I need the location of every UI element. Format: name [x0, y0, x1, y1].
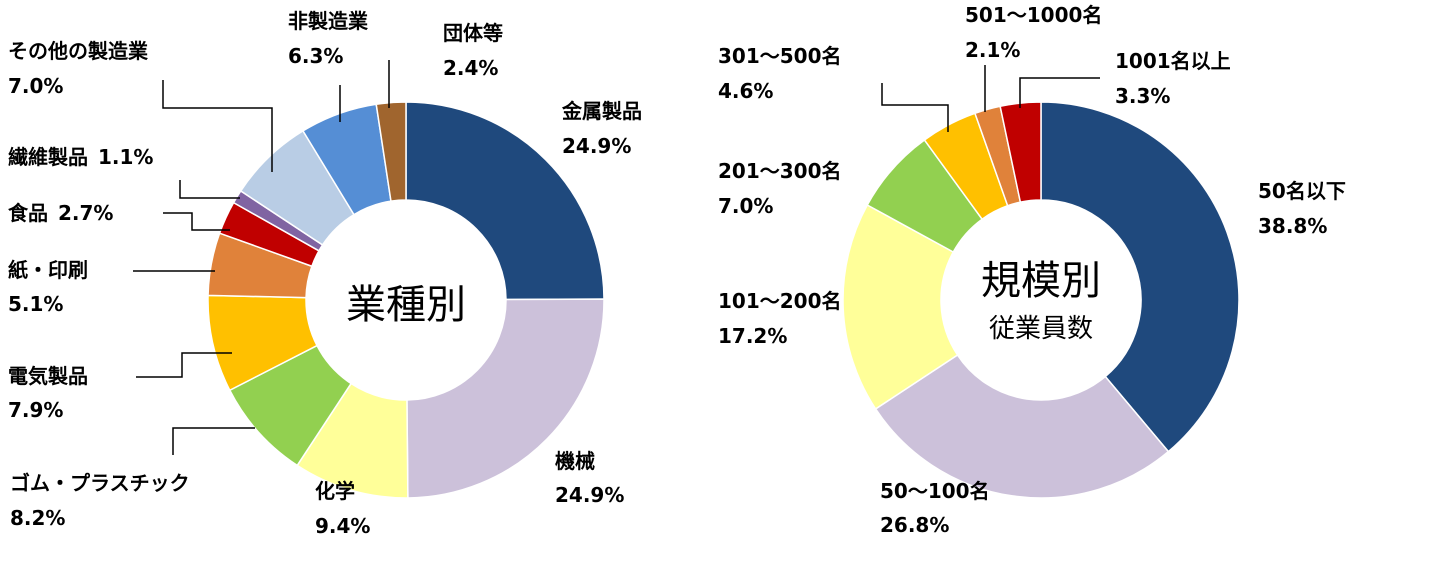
label-electrical-name: 電気製品 [8, 364, 88, 388]
leader-food [163, 212, 230, 231]
leader-1001-plus [1019, 77, 1100, 108]
label-non-manufacturing-name: 非製造業 [288, 9, 369, 33]
leader-rubber-plastic [172, 427, 255, 455]
label-other-manufacturing-value: 7.0% [8, 74, 63, 98]
size-slice-1 [874, 353, 1170, 499]
label-food-name: 食品 [8, 201, 48, 225]
label-501-1000-value: 2.1% [965, 38, 1020, 62]
size-chart-title: 規模別 [981, 258, 1101, 304]
size-slice-6 [999, 101, 1042, 204]
leader-textiles [179, 180, 240, 199]
size-slices [842, 101, 1240, 499]
label-201-300-value: 7.0% [718, 194, 773, 218]
size-slice-2 [842, 203, 959, 410]
label-other-manufacturing-name: その他の製造業 [8, 39, 149, 63]
leader-electrical [136, 352, 232, 378]
label-50-or-less-value: 38.8% [1258, 214, 1327, 238]
industry-slice-1 [406, 298, 605, 499]
label-rubber-plastic-name: ゴム・プラスチック [10, 471, 190, 495]
label-50-100-name: 50～100名 [880, 479, 990, 503]
label-electrical-value: 7.9% [8, 398, 63, 422]
size-slice-0 [1040, 101, 1240, 453]
industry-slice-0 [405, 101, 605, 301]
label-non-manufacturing-value: 6.3% [288, 44, 343, 68]
label-1001-plus-name: 1001名以上 [1115, 49, 1231, 73]
label-chemical-name: 化学 [315, 479, 355, 503]
label-paper-printing-name: 紙・印刷 [8, 258, 88, 282]
industry-slice-10 [375, 101, 407, 202]
label-metal-products-value: 24.9% [562, 134, 631, 158]
label-food-combined: 食品 2.7% [8, 201, 113, 225]
label-501-1000-name: 501～1000名 [965, 3, 1102, 27]
label-metal-products-name: 金属製品 [561, 99, 642, 123]
label-organizations-name: 団体等 [443, 21, 503, 45]
label-paper-printing-value: 5.1% [8, 292, 63, 316]
label-machinery-name: 機械 [555, 449, 595, 473]
label-organizations-value: 2.4% [443, 56, 498, 80]
label-textiles-name: 繊維製品 [7, 145, 88, 169]
label-textiles-combined: 繊維製品 1.1% [7, 145, 153, 169]
label-201-300-name: 201～300名 [718, 159, 842, 183]
label-50-or-less-name: 50名以下 [1258, 179, 1346, 203]
leader-other-manufacturing [162, 80, 273, 172]
size-chart-subtitle: 従業員数 [989, 314, 1093, 344]
label-chemical-value: 9.4% [315, 514, 370, 538]
label-rubber-plastic-value: 8.2% [10, 506, 65, 530]
industry-slices [207, 101, 605, 499]
label-101-200-name: 101～200名 [718, 289, 842, 313]
label-textiles-value: 1.1% [98, 145, 153, 169]
leader-301-500 [881, 83, 949, 132]
label-food-value: 2.7% [58, 201, 113, 225]
label-1001-plus-value: 3.3% [1115, 84, 1170, 108]
size-donut-chart: 規模別 従業員数 50名以下 38.8% 50～100名 26.8% 101～2… [718, 3, 1346, 537]
industry-donut-chart: 業種別 金属製品 24.9% 機械 24.9% 化学 9.4% ゴム・プラスチッ… [7, 9, 642, 538]
label-301-500-value: 4.6% [718, 79, 773, 103]
label-301-500-name: 301～500名 [718, 44, 842, 68]
label-50-100-value: 26.8% [880, 513, 949, 537]
label-101-200-value: 17.2% [718, 324, 787, 348]
industry-chart-title: 業種別 [346, 282, 466, 328]
label-machinery-value: 24.9% [555, 483, 624, 507]
